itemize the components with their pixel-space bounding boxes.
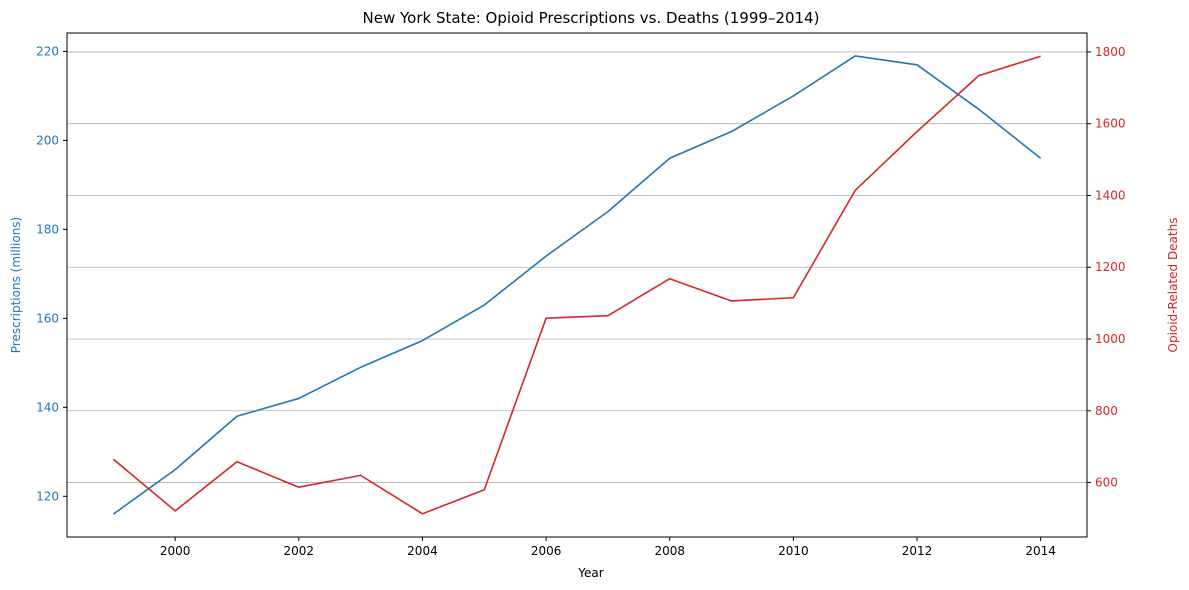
y-right-tick-label-1400: 1400: [1095, 188, 1126, 202]
y-left-tick-label-160: 160: [36, 311, 59, 325]
x-tick-label-2014: 2014: [1025, 544, 1056, 558]
grid-layer: [67, 51, 1087, 483]
y-left-axis-label: Prescriptions (millions): [9, 217, 23, 353]
y-left-tick-label-180: 180: [36, 222, 59, 236]
x-tick-label-2010: 2010: [778, 544, 809, 558]
y-left-tick-label-200: 200: [36, 133, 59, 147]
plot-frame: [66, 32, 1088, 538]
series-line-prescriptions: [112, 55, 1042, 515]
y-left-tick-label-220: 220: [36, 44, 59, 58]
x-tick-label-2002: 2002: [284, 544, 315, 558]
y-right-tick-label-1200: 1200: [1095, 260, 1126, 274]
y-left-tick-label-140: 140: [36, 400, 59, 414]
y-right-tick-label-800: 800: [1095, 404, 1118, 418]
y-right-tick-label-1000: 1000: [1095, 332, 1126, 346]
x-tick-label-2008: 2008: [654, 544, 685, 558]
x-tick-label-2004: 2004: [407, 544, 438, 558]
y-right-tick-label-600: 600: [1095, 476, 1118, 490]
y-left-tick-label-120: 120: [36, 489, 59, 503]
x-tick-label-2012: 2012: [902, 544, 933, 558]
axis-layer: 2000 2002 2004 2006 2008 2010 2012 2014 120 140 16…: [36, 44, 1125, 558]
y-right-axis-label: Opioid-Related Deaths: [1166, 218, 1180, 353]
x-tick-label-2006: 2006: [531, 544, 562, 558]
y-right-tick-label-1600: 1600: [1095, 117, 1126, 131]
y-right-tick-label-1800: 1800: [1095, 45, 1126, 59]
series-layer: [112, 55, 1042, 515]
series-line-deaths: [112, 55, 1041, 515]
chart-title: New York State: Opioid Prescriptions vs.…: [363, 9, 820, 27]
x-axis-label: Year: [577, 566, 603, 580]
x-tick-label-2000: 2000: [160, 544, 191, 558]
